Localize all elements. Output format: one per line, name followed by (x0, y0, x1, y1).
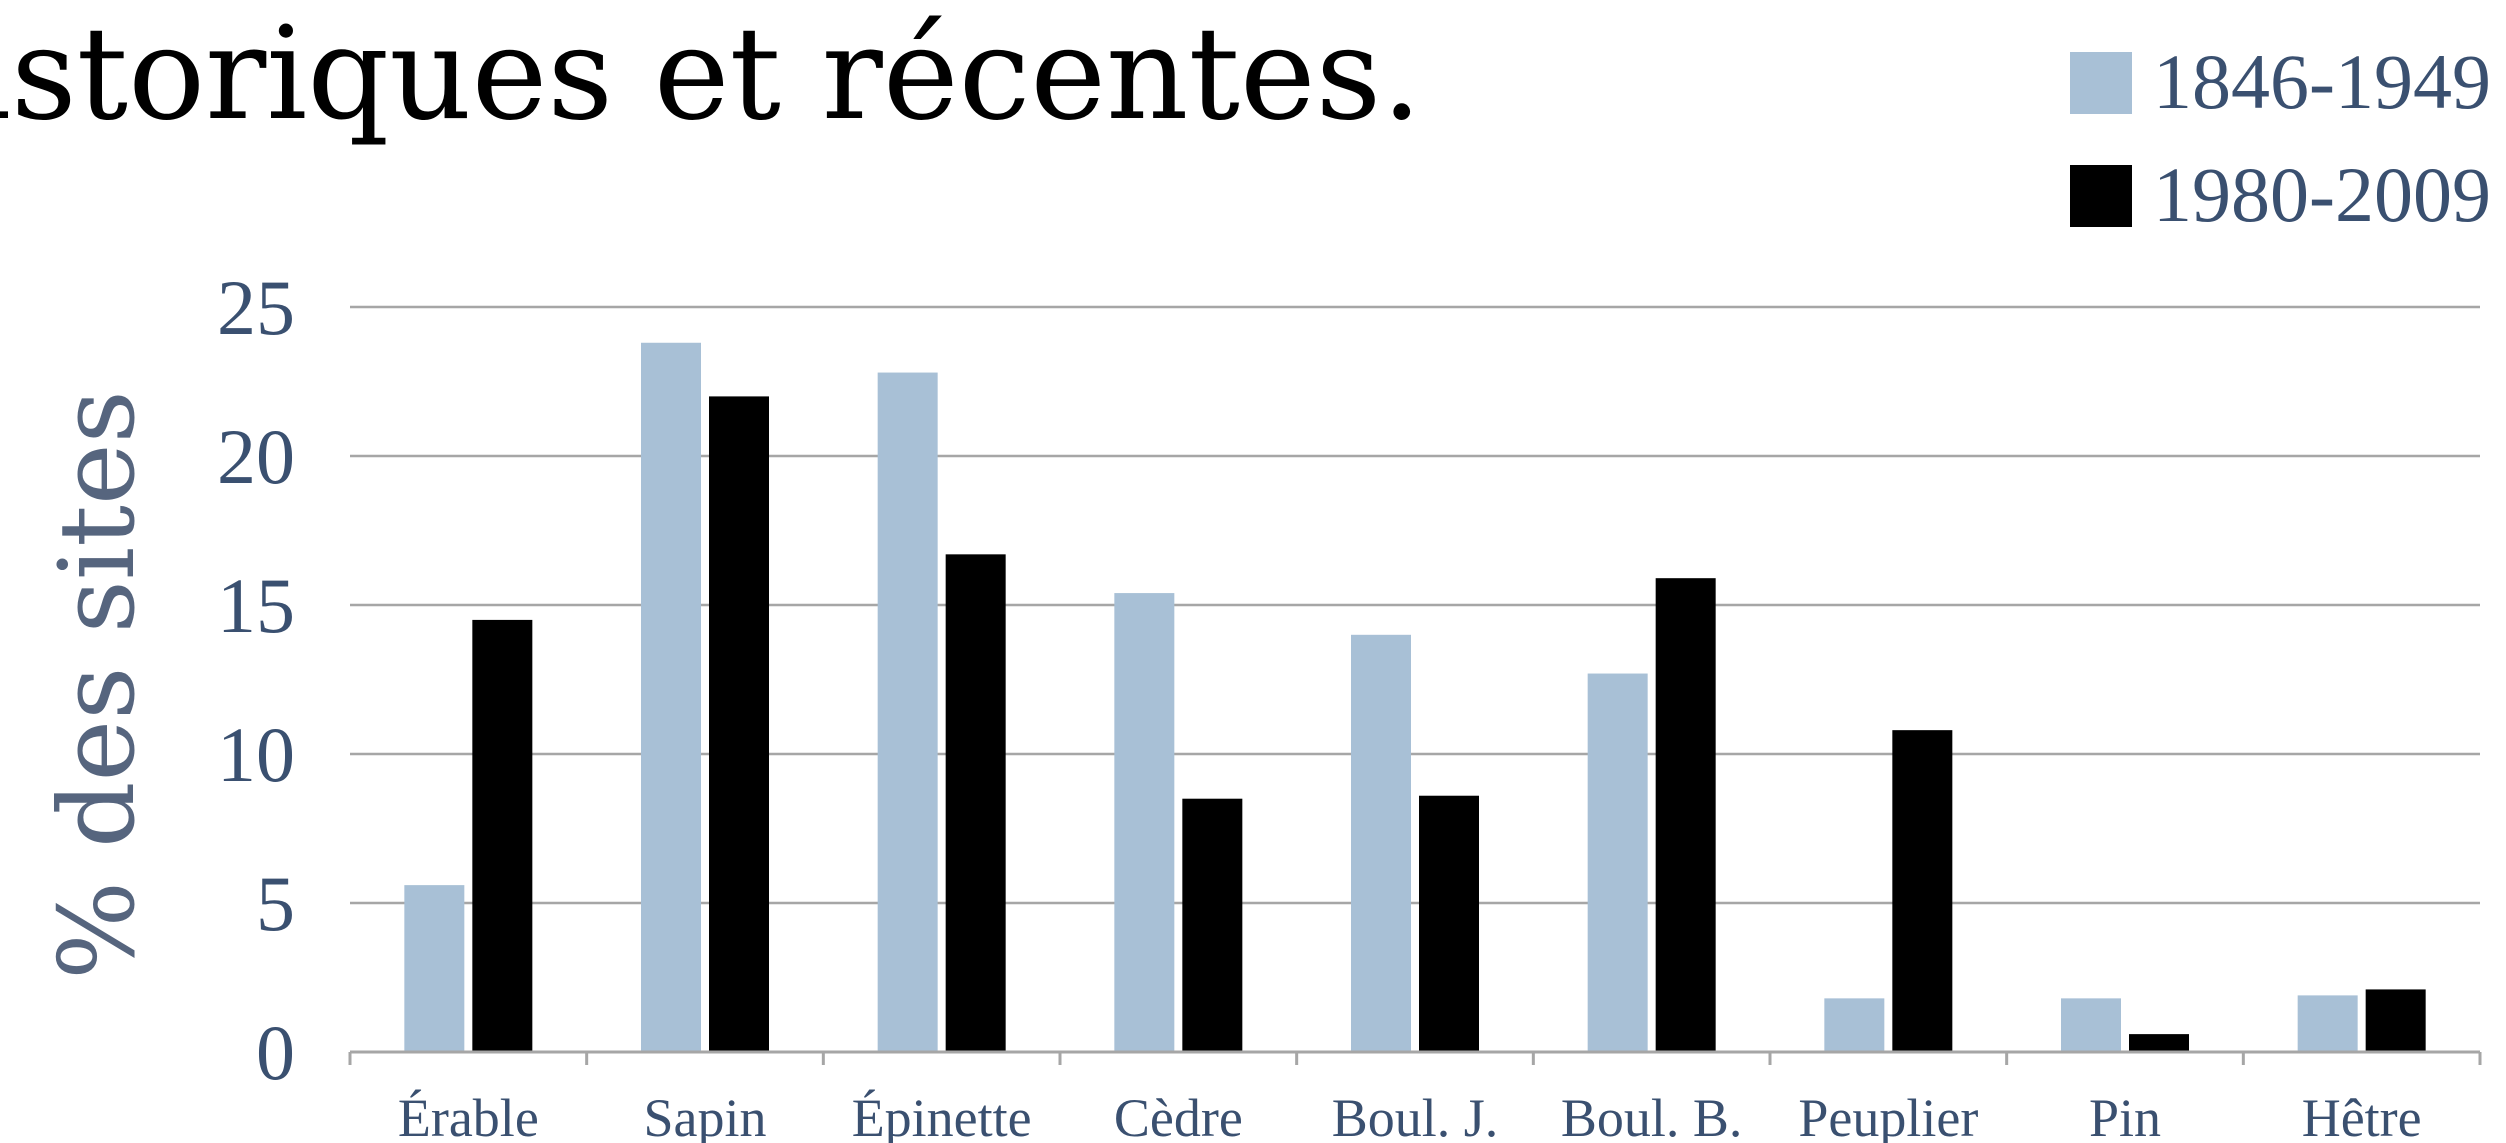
bar-series1 (641, 342, 701, 1052)
gridlines (350, 305, 2480, 905)
legend-label: 1980-2009 (2153, 151, 2491, 238)
x-tick-label: Peuplier (1798, 1088, 1978, 1143)
x-tick-label: Hêtre (2302, 1088, 2422, 1143)
x-tick-label: Épinette (852, 1088, 1032, 1143)
legend-label: 1846-1949 (2153, 38, 2491, 125)
y-axis-label: % des sites (36, 390, 158, 980)
legend-swatch (2070, 165, 2132, 227)
y-tick-label: 5 (256, 860, 295, 947)
x-tick-label: Boul. B. (1561, 1088, 1743, 1143)
chart-title: istoriques et récentes. (0, 0, 1422, 149)
y-tick-labels: 0 5 10 15 20 25 (217, 264, 295, 1096)
bar-series2 (945, 554, 1006, 1052)
y-tick-label: 20 (217, 413, 295, 500)
x-axis (348, 1050, 2482, 1065)
x-tick-label: Boul. J. (1332, 1088, 1499, 1143)
y-tick-label: 10 (217, 711, 295, 798)
legend-swatch (2070, 52, 2132, 114)
bar-series2 (2129, 1034, 2189, 1052)
x-tick-label: Cèdre (1114, 1088, 1243, 1143)
bar-series2 (709, 396, 769, 1052)
bar-series2 (472, 619, 533, 1052)
bar-series2 (1419, 795, 1479, 1052)
x-tick-labels: Érable Sapin Épinette Cèdre Boul. J. Boul. B.… (398, 1088, 2422, 1143)
bar-series1 (1824, 998, 1885, 1052)
legend: 1846-1949 1980-2009 (2070, 38, 2491, 238)
x-tick-label: Sapin (643, 1088, 766, 1143)
bar-series1 (2297, 995, 2358, 1052)
x-tick-label: Érable (398, 1088, 539, 1143)
bar-series2 (1892, 730, 1953, 1052)
bar-series1 (404, 885, 465, 1052)
y-tick-label: 25 (217, 264, 295, 351)
bar-series1 (877, 372, 938, 1052)
x-tick-label: Pin (2089, 1088, 2161, 1143)
bar-series2 (1655, 578, 1716, 1052)
bar-series1 (1351, 634, 1411, 1052)
bar-series1 (2061, 998, 2121, 1052)
y-tick-label: 0 (256, 1009, 295, 1096)
y-tick-label: 15 (217, 562, 295, 649)
bar-series2 (2365, 989, 2426, 1052)
bar-series1 (1114, 593, 1175, 1052)
bar-series2 (1182, 798, 1243, 1052)
bar-series1 (1587, 673, 1648, 1052)
bars (404, 342, 2426, 1052)
